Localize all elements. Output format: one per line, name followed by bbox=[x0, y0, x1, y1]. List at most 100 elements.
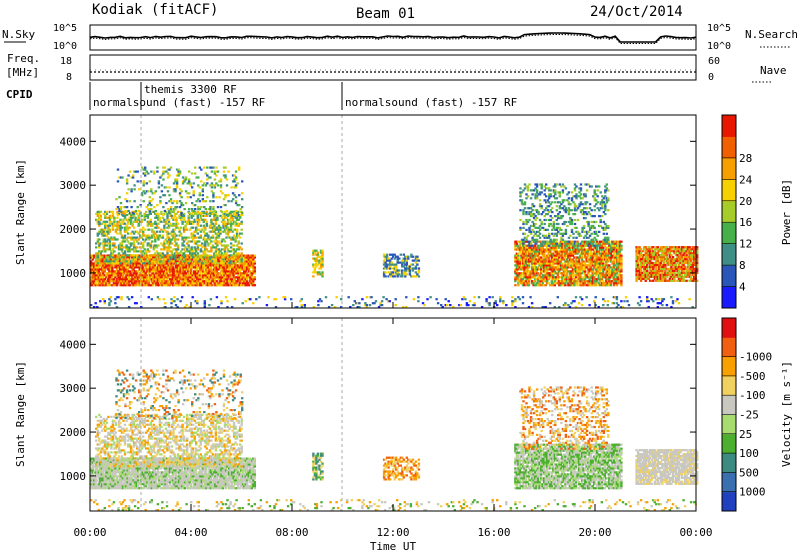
scatter-cell bbox=[182, 248, 186, 251]
scatter-cell bbox=[216, 240, 219, 243]
scatter-cell bbox=[173, 218, 177, 221]
scatter-cell bbox=[127, 174, 130, 177]
scatter-cell bbox=[532, 222, 536, 226]
scatter-cell bbox=[217, 260, 220, 263]
scatter-cell bbox=[195, 218, 198, 221]
scatter-cell bbox=[594, 270, 597, 273]
scatter-cell bbox=[104, 258, 107, 261]
scatter-cell bbox=[224, 266, 228, 269]
scatter-cell bbox=[208, 260, 212, 263]
scatter-cell bbox=[540, 244, 543, 247]
scatter-cell bbox=[195, 230, 198, 233]
scatter-cell bbox=[210, 256, 213, 259]
scatter-cell bbox=[174, 266, 178, 269]
scatter-cell bbox=[551, 207, 554, 210]
scatter-cell bbox=[164, 276, 167, 279]
scatter-cell bbox=[588, 240, 591, 243]
scatter-cell bbox=[615, 270, 619, 273]
scatter-cell bbox=[515, 278, 519, 281]
scatter-cell bbox=[212, 166, 215, 169]
scatter-cell bbox=[408, 271, 412, 274]
scatter-cell bbox=[321, 273, 324, 276]
scatter-cell bbox=[212, 268, 216, 271]
scatter-cell bbox=[215, 182, 218, 185]
scatter-cell bbox=[615, 252, 619, 255]
scatter-cell bbox=[609, 276, 612, 279]
scatter-cell bbox=[110, 220, 113, 223]
scatter-cell bbox=[198, 194, 201, 197]
scatter-cell bbox=[238, 194, 241, 197]
scatter-cell bbox=[227, 260, 231, 263]
scatter-cell bbox=[154, 244, 157, 247]
scatter-cell bbox=[547, 268, 550, 271]
scatter-cell bbox=[160, 262, 163, 265]
scatter-cell bbox=[518, 276, 522, 279]
scatter-cell bbox=[91, 264, 94, 267]
scatter-cell bbox=[238, 270, 241, 273]
scatter-cell bbox=[227, 194, 230, 197]
scatter-cell bbox=[150, 264, 153, 267]
scatter-cell bbox=[220, 270, 223, 273]
scatter-cell bbox=[178, 213, 182, 217]
scatter-cell bbox=[579, 248, 582, 251]
scatter-cell bbox=[549, 276, 552, 279]
scatter-cell bbox=[177, 274, 181, 277]
scatter-cell bbox=[106, 280, 110, 283]
scatter-cell bbox=[164, 260, 167, 263]
scatter-cell bbox=[134, 258, 137, 261]
scatter-cell bbox=[618, 246, 622, 249]
scatter-cell bbox=[591, 270, 594, 273]
scatter-cell bbox=[536, 272, 540, 275]
scatter-cell bbox=[615, 278, 619, 281]
scatter-cell bbox=[132, 266, 135, 269]
scatter-cell bbox=[517, 262, 520, 265]
scatter-cell bbox=[213, 226, 216, 229]
scatter-cell bbox=[99, 278, 102, 281]
scatter-cell bbox=[565, 278, 569, 281]
scatter-cell bbox=[599, 272, 602, 275]
scatter-cell bbox=[611, 248, 614, 251]
scatter-cell bbox=[91, 270, 94, 273]
scatter-cell bbox=[166, 168, 170, 171]
scatter-cell bbox=[517, 268, 520, 271]
scatter-cell bbox=[155, 284, 158, 287]
scatter-cell bbox=[110, 238, 113, 241]
scatter-cell bbox=[220, 216, 224, 219]
scatter-cell bbox=[98, 250, 101, 253]
scatter-cell bbox=[197, 282, 200, 285]
scatter-cell bbox=[593, 252, 596, 255]
scatter-cell bbox=[574, 282, 578, 285]
scatter-cell bbox=[149, 244, 152, 247]
scatter-cell bbox=[615, 262, 619, 265]
scatter-cell bbox=[116, 238, 119, 241]
scatter-cell bbox=[219, 184, 223, 187]
scatter-cell bbox=[573, 250, 576, 253]
scatter-cell bbox=[535, 248, 538, 251]
scatter-cell bbox=[183, 284, 187, 287]
scatter-cell bbox=[557, 201, 560, 204]
scatter-cell bbox=[138, 282, 141, 285]
scatter-cell bbox=[230, 282, 234, 285]
scatter-cell bbox=[183, 282, 187, 285]
scatter-cell bbox=[146, 228, 149, 231]
scatter-cell bbox=[183, 208, 186, 211]
scatter-cell bbox=[611, 246, 614, 249]
scatter-cell bbox=[189, 250, 192, 253]
scatter-cell bbox=[121, 274, 125, 277]
scatter-cell bbox=[599, 242, 602, 245]
scatter-cell bbox=[564, 284, 567, 287]
scatter-cell bbox=[129, 274, 132, 277]
scatter-cell bbox=[134, 218, 137, 221]
scatter-cell bbox=[593, 266, 596, 269]
scatter-cell bbox=[207, 250, 210, 253]
scatter-cell bbox=[518, 264, 522, 267]
scatter-cell bbox=[517, 246, 520, 249]
scatter-cell bbox=[540, 258, 543, 261]
scatter-cell bbox=[597, 278, 600, 281]
scatter-cell bbox=[543, 268, 546, 271]
scatter-cell bbox=[131, 230, 134, 233]
scatter-cell bbox=[549, 274, 552, 277]
scatter-cell bbox=[195, 248, 198, 251]
scatter-cell bbox=[175, 216, 178, 219]
scatter-cell bbox=[188, 280, 191, 283]
